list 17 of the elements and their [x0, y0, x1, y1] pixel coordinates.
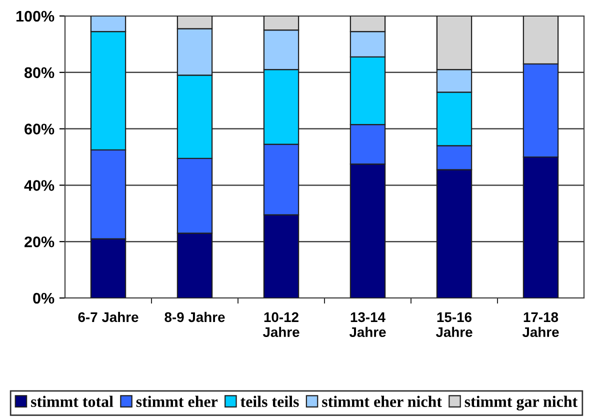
- x-tick-label: 6-7 Jahre: [78, 312, 138, 322]
- legend-label: teils teils: [240, 396, 299, 408]
- x-tick-label: 8-9 Jahre: [164, 312, 225, 322]
- x-tick-label: 15-16 Jahre: [436, 312, 472, 338]
- y-tick-label: 100%: [16, 10, 54, 22]
- y-tick-label: 0%: [33, 292, 54, 304]
- legend-label: stimmt total: [31, 396, 114, 408]
- y-tick-label: 40%: [24, 180, 54, 191]
- x-tick-label: 10-12 Jahre: [262, 312, 300, 338]
- legend-label: stimmt eher nicht: [322, 396, 442, 408]
- x-tick-label: 13-14 Jahre: [349, 312, 386, 338]
- y-tick-label: 60%: [24, 124, 54, 134]
- x-tick-label: 17-18 Jahre: [522, 312, 559, 338]
- legend-label: stimmt gar nicht: [464, 396, 578, 410]
- y-tick-label: 20%: [24, 236, 54, 248]
- legend-label: stimmt eher: [136, 396, 218, 408]
- y-tick-label: 80%: [24, 67, 54, 78]
